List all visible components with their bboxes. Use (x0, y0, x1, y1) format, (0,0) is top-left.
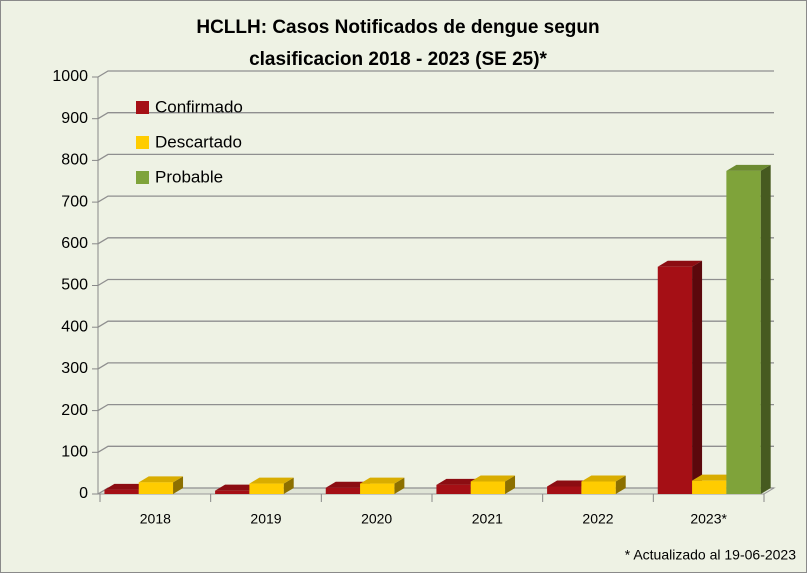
grid-line (97, 195, 774, 203)
bar-top (547, 480, 592, 487)
bar-side (394, 477, 405, 494)
bar-top (215, 484, 260, 491)
chart-title: clasificacion 2018 - 2023 (SE 25)* (249, 49, 547, 70)
legend-swatch (136, 136, 149, 149)
bar-side (692, 260, 703, 494)
grid-line (97, 445, 774, 453)
bar-side (615, 475, 626, 494)
bar-top (581, 475, 626, 482)
y-tick-label: 800 (61, 152, 88, 169)
y-tick-label: 600 (61, 235, 88, 252)
footnote: * Actualizado al 19-06-2023 (625, 547, 796, 563)
bar-side (505, 475, 516, 494)
bar (547, 486, 582, 494)
grid-line (97, 362, 774, 370)
legend-label: Descartado (155, 132, 242, 151)
grid-line (97, 237, 774, 245)
bar (726, 170, 761, 494)
bar (249, 483, 284, 494)
grid-line (97, 112, 774, 120)
bar (692, 480, 727, 494)
bar (104, 489, 139, 494)
bar (657, 266, 693, 494)
legend-label: Probable (155, 167, 223, 186)
bar (436, 484, 471, 494)
x-tick-label: 2020 (361, 511, 392, 527)
bar (470, 481, 506, 494)
bar-top (436, 478, 481, 485)
grid-line (97, 153, 774, 161)
chart-title: HCLLH: Casos Notificados de dengue segun (196, 17, 599, 38)
bar-top (360, 477, 405, 484)
x-tick-label: 2022 (582, 511, 613, 527)
bar (138, 482, 174, 494)
bar-top (104, 483, 149, 490)
bar-top (249, 477, 294, 484)
y-tick-label: 100 (61, 444, 88, 461)
y-tick-label: 0 (79, 485, 88, 502)
y-tick-label: 900 (61, 110, 88, 127)
bar-top (726, 164, 771, 171)
bar-top (657, 260, 703, 267)
x-tick-label: 2018 (140, 511, 171, 527)
grid-line (97, 403, 774, 412)
legend-swatch (136, 171, 149, 184)
bar-top (692, 474, 737, 481)
bar (360, 483, 395, 494)
legend-swatch (136, 101, 149, 114)
bar (215, 490, 250, 494)
y-tick-label: 700 (61, 193, 88, 210)
bar-top (138, 476, 184, 483)
x-tick-label: 2023* (690, 511, 727, 527)
x-tick-label: 2019 (250, 511, 281, 527)
grid-line (97, 320, 774, 328)
bar (581, 481, 616, 494)
y-tick-label: 300 (61, 360, 88, 377)
bar-side (283, 477, 294, 494)
bar-top (470, 475, 516, 482)
legend-label: Confirmado (155, 97, 243, 116)
y-tick-label: 500 (61, 277, 88, 294)
grid-line (97, 70, 774, 78)
grid-line (97, 278, 774, 287)
bar-top (325, 481, 371, 488)
x-tick-label: 2021 (472, 511, 503, 527)
y-tick-label: 200 (61, 402, 88, 419)
bar-side (173, 476, 184, 494)
bar (325, 487, 361, 494)
bar-side (760, 164, 771, 494)
y-tick-label: 400 (61, 318, 88, 335)
y-tick-label: 1000 (52, 68, 88, 85)
